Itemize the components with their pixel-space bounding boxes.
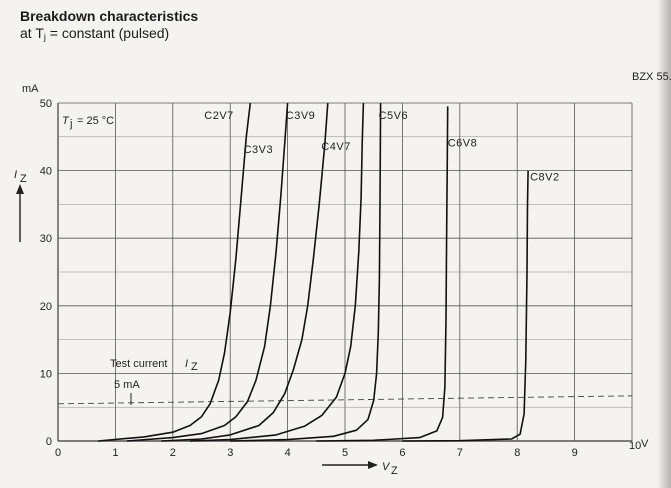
series-line-c4v7: [189, 102, 365, 442]
x-tick-label: 1: [112, 447, 118, 459]
series-line-c2v7: [98, 102, 252, 442]
x-axis-arrow-icon: [368, 461, 378, 469]
test-current-subscript: Z: [191, 361, 198, 373]
subtitle-suffix: = constant (pulsed): [45, 25, 170, 41]
series-labels: C2V7 C3V3 C3V9 C4V7 C5V6 C6V8 C8V2: [204, 110, 559, 184]
x-tick-label: 3: [227, 447, 233, 459]
test-current-symbol: I: [185, 358, 188, 370]
x-tick-label: 2: [170, 447, 176, 459]
series-label-c2v7: C2V7: [204, 110, 234, 122]
y-axis-arrow-icon: [16, 184, 24, 194]
x-tick-label: 0: [55, 447, 61, 459]
series-line-c3v3: [126, 102, 289, 442]
y-axis-subscript: Z: [20, 173, 27, 185]
y-axis-symbol: I: [14, 169, 17, 181]
x-unit-label: V: [641, 438, 649, 450]
x-tick-label: 5: [342, 447, 348, 459]
y-tick-label: 20: [40, 301, 52, 313]
series-label-c3v3: C3V3: [244, 144, 274, 156]
series-label-c3v9: C3V9: [286, 110, 316, 122]
subtitle-prefix: at T: [20, 25, 44, 41]
tick-labels: 0 1 2 3 4 5 6 7 8 9 10 0 10 20 30 40 50: [40, 98, 642, 459]
series-line-c3v9: [161, 102, 329, 442]
x-tick-label: 6: [399, 447, 405, 459]
x-axis-symbol: V: [382, 461, 391, 473]
condition-annotation: T j = 25 °C: [62, 115, 114, 130]
y-tick-label: 30: [40, 233, 52, 245]
series-label-c4v7: C4V7: [321, 141, 351, 153]
series-line-c6v8: [316, 106, 449, 442]
chart-subtitle: at Tj = constant (pulsed): [20, 25, 169, 42]
condition-subscript: j: [69, 118, 72, 130]
x-tick-label: 9: [572, 447, 578, 459]
series-label-c5v6: C5V6: [379, 110, 409, 122]
y-tick-label: 10: [40, 368, 52, 380]
test-current-line: [57, 395, 633, 405]
series-line-c8v2: [402, 170, 529, 442]
part-label: BZX 55...: [632, 71, 671, 83]
x-axis-subscript: Z: [391, 465, 398, 477]
scan-edge-shadow: [657, 0, 671, 488]
test-current-annotation: Test current I Z 5 mA: [110, 358, 198, 405]
y-tick-label: 40: [40, 166, 52, 178]
y-unit-label: mA: [22, 83, 39, 95]
x-tick-label: 8: [514, 447, 520, 459]
x-tick-label: 10: [629, 440, 641, 452]
grid: [57, 102, 633, 442]
series-label-c6v8: C6V8: [448, 137, 478, 149]
series-line-c5v6: [230, 102, 382, 442]
x-axis-title: V Z: [322, 461, 398, 477]
subtitle-subscript: j: [43, 32, 46, 42]
x-tick-label: 7: [457, 447, 463, 459]
y-axis-title: I Z: [14, 169, 27, 242]
chart-title: Breakdown characteristics: [20, 8, 199, 24]
condition-value: = 25 °C: [77, 115, 114, 127]
condition-symbol: T: [62, 115, 70, 127]
test-current-dashed-line: [57, 395, 633, 405]
y-tick-label: 50: [40, 98, 52, 110]
series-label-c8v2: C8V2: [530, 172, 560, 184]
series-curves: [98, 102, 529, 442]
test-current-value: 5 mA: [114, 379, 140, 391]
x-tick-label: 4: [285, 447, 291, 459]
test-current-label: Test current: [110, 358, 167, 370]
y-tick-label: 0: [46, 436, 52, 448]
